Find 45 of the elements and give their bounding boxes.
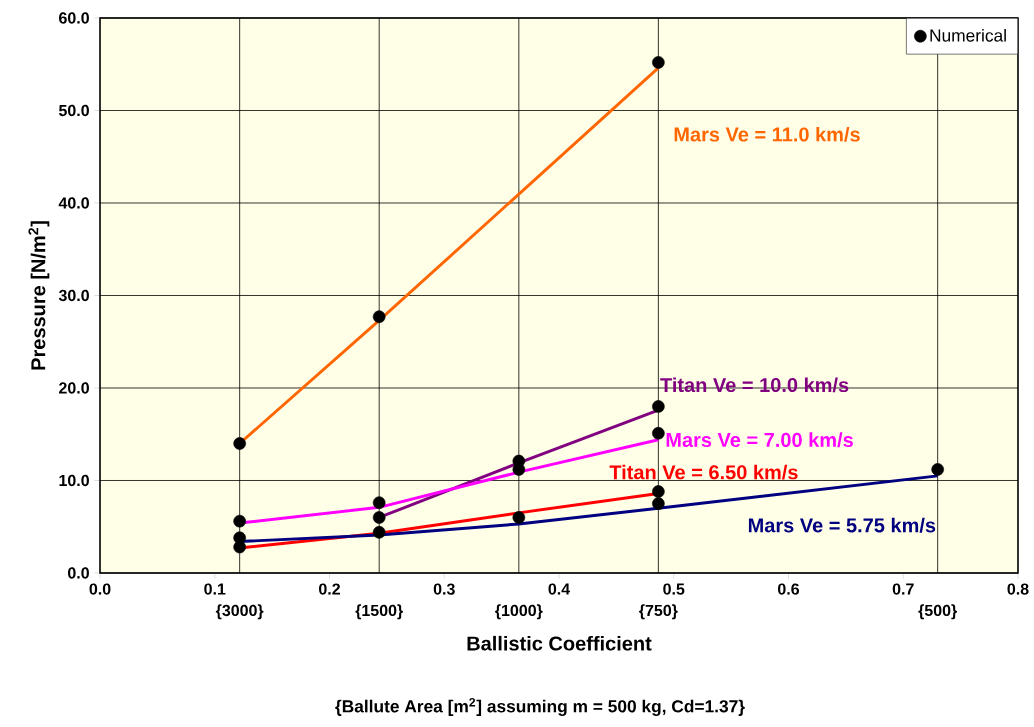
series-label: Titan Ve = 10.0 km/s	[660, 377, 849, 393]
legend-label: Numerical	[930, 28, 1006, 42]
text: Mars Ve = 11.0 km/s	[674, 126, 860, 142]
point	[931, 463, 944, 476]
y-tick-label: 20.0	[59, 382, 89, 394]
point	[512, 511, 526, 524]
x-tick-label: 0.7	[892, 583, 914, 595]
y-axis-title: Pressure [N/m$^{2}$]	[28, 221, 50, 370]
series-label: Mars Ve = 5.75 km/s	[748, 517, 936, 533]
annotation: {3000}	[215, 604, 264, 620]
point	[233, 540, 246, 554]
point	[233, 437, 246, 450]
y-tick-label: 0.0	[67, 567, 89, 579]
text: {Ballute Area [m$^{2}$] assuming m = 500 kg, Cd=1.37}	[335, 698, 745, 716]
annotation: {750}	[639, 604, 678, 620]
point	[652, 400, 665, 413]
point	[372, 526, 386, 539]
x-tick-label: 0.2	[319, 583, 340, 595]
x-tick-label: 0.0	[89, 583, 111, 595]
point	[372, 511, 386, 524]
point	[372, 496, 386, 509]
point	[652, 427, 665, 440]
point	[652, 497, 665, 510]
series-label: Mars Ve = 7.00 km/s	[666, 432, 853, 448]
x-tick-label: 0.8	[1007, 583, 1029, 595]
point	[652, 56, 665, 69]
y-tick-label: 60.0	[59, 12, 89, 24]
y-tick-label: 40.0	[58, 197, 89, 209]
y-tick-label: 30.0	[58, 289, 89, 302]
x-tick-label: 0.5	[663, 583, 685, 595]
x-axis-title: Ballistic Coefficient	[467, 635, 652, 651]
x-tick-label: 0.3	[433, 583, 455, 595]
y-tick-label: 50.0	[58, 104, 89, 117]
annotation: {500}	[918, 604, 957, 620]
point	[652, 485, 665, 498]
x-tick-label: 0.1	[204, 583, 226, 595]
x-tick-label: 0.6	[778, 583, 800, 595]
point	[372, 310, 386, 324]
y-tick-label: 10.0	[59, 474, 89, 487]
series-label: Titan Ve = 6.50 km/s	[609, 464, 798, 480]
annotation: {1500}	[355, 604, 403, 620]
point	[512, 463, 526, 476]
x-tick-label: 0.4	[548, 583, 571, 595]
point	[233, 514, 246, 528]
annotation: {1000}	[495, 604, 543, 620]
